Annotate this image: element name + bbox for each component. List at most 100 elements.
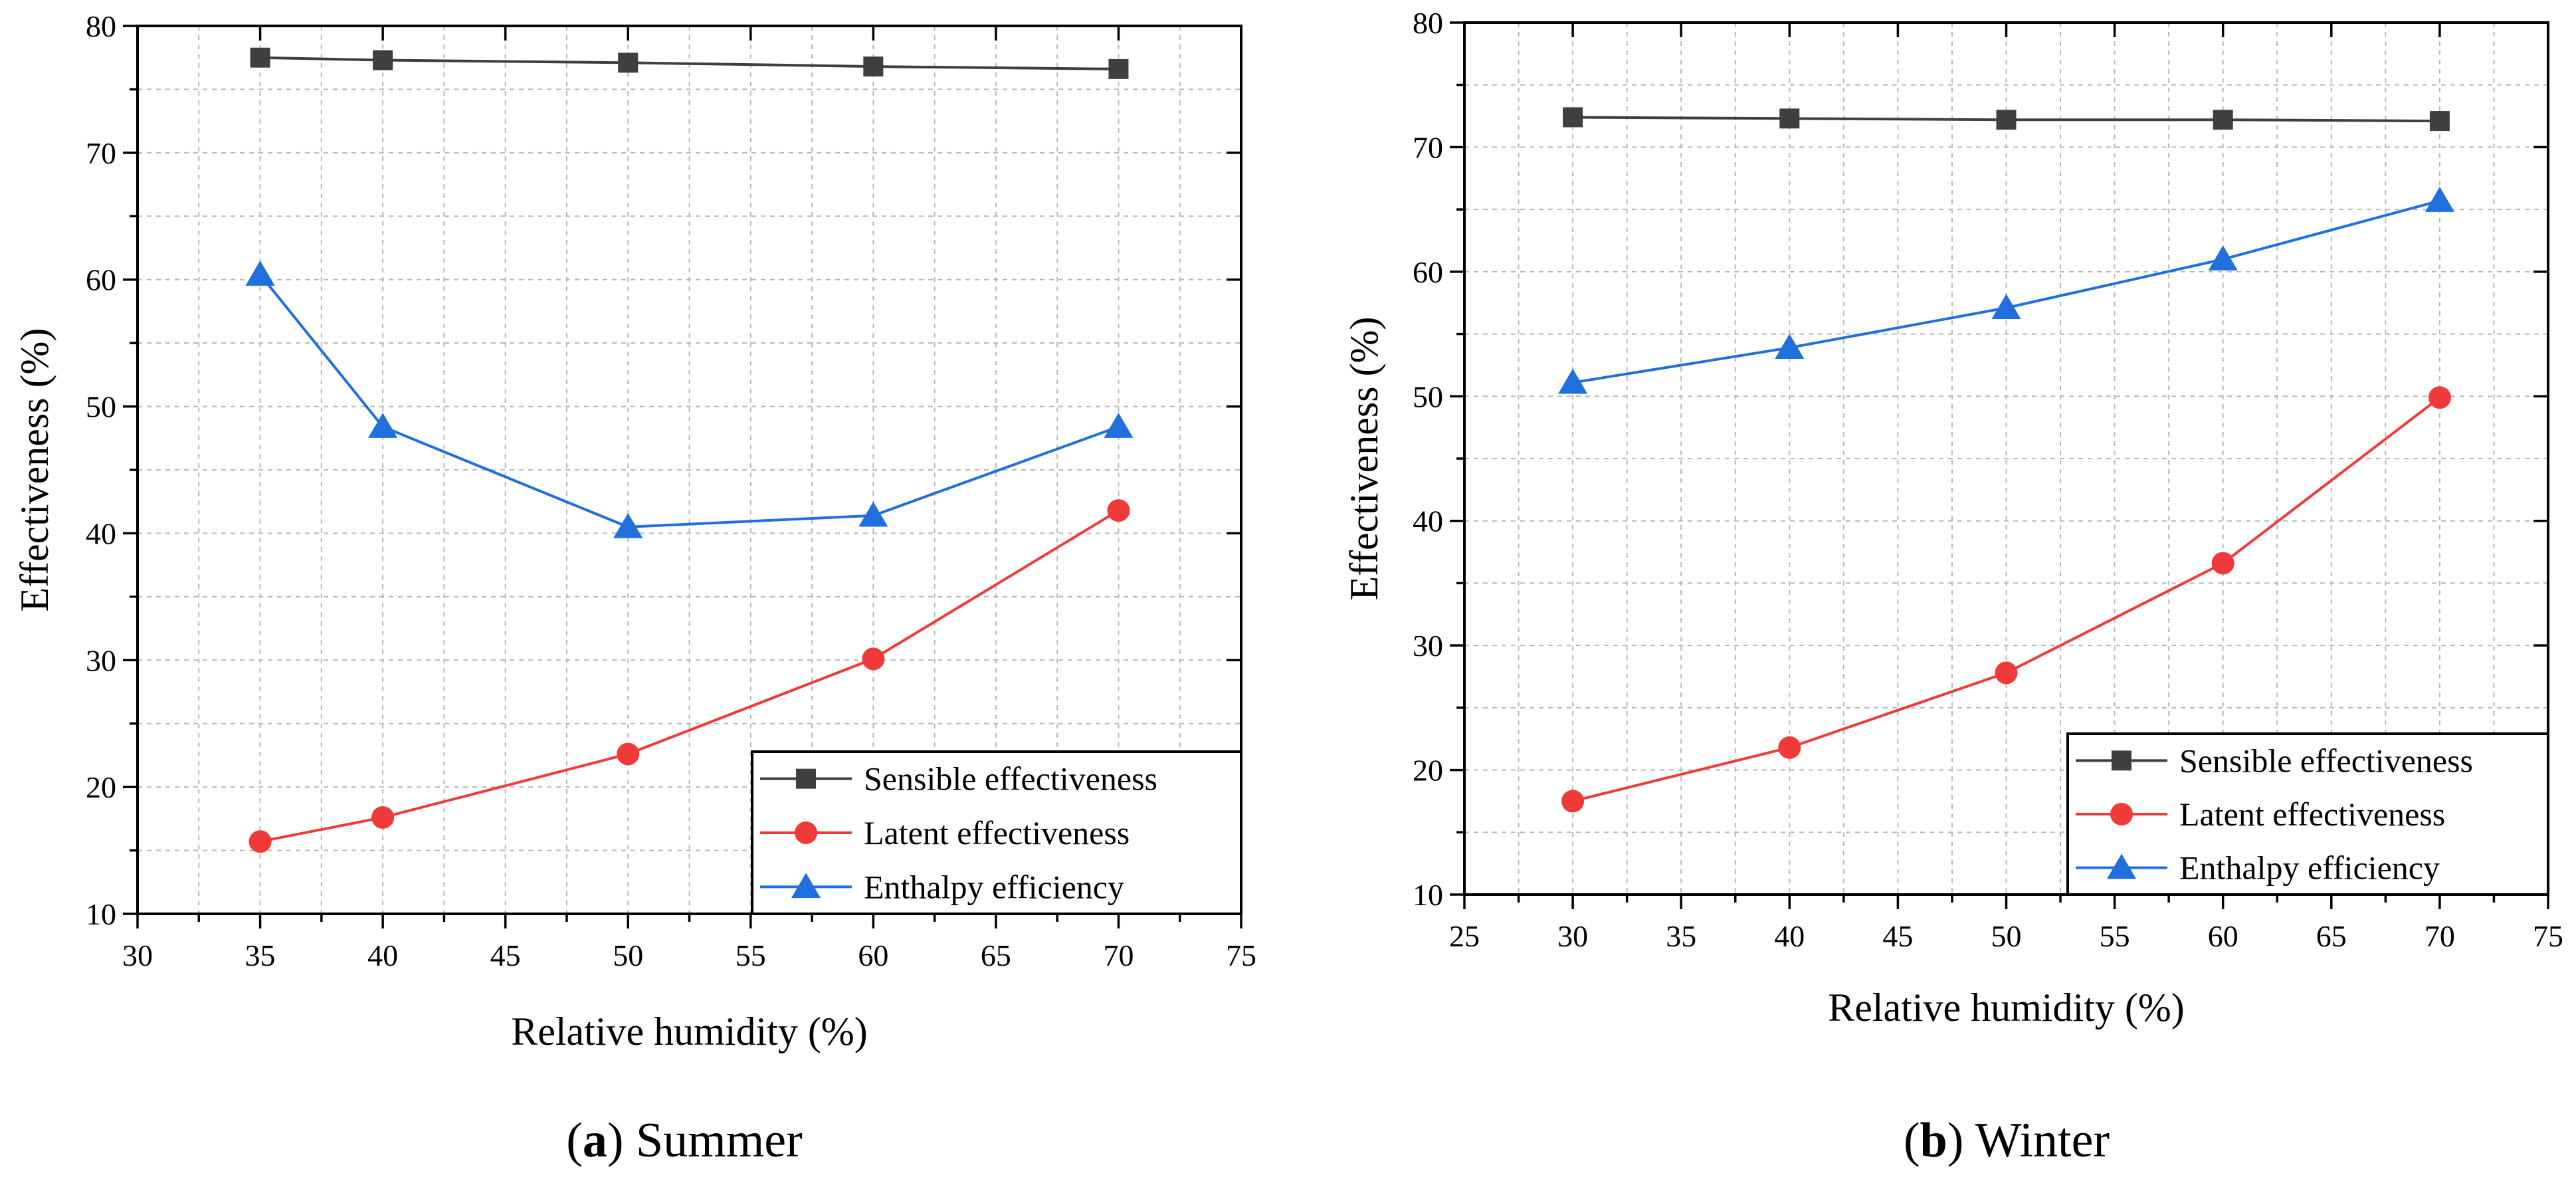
data-point [2428,386,2451,409]
x-tick-label: 35 [245,938,276,972]
x-tick-label: 65 [2316,919,2347,953]
y-tick-label: 50 [86,390,116,424]
x-tick-label: 45 [1882,919,1913,953]
y-tick-label: 60 [1413,255,1443,289]
x-tick-label: 25 [1449,919,1480,953]
x-tick-label: 50 [1991,919,2022,953]
legend-entry: Latent effectiveness [2179,796,2445,833]
y-tick-label: 40 [1413,504,1443,538]
x-tick-label: 40 [1774,919,1805,953]
data-point [248,830,272,853]
data-point [1779,108,1800,129]
caption-letter: a [583,1113,607,1168]
y-tick-label: 20 [1413,754,1443,788]
caption-paren-open: ( [1904,1113,1920,1168]
data-point [613,512,643,538]
x-axis-label: Relative humidity (%) [1828,986,2185,1029]
data-point [1561,790,1585,813]
data-point [368,413,398,438]
y-tick-label: 40 [86,516,116,550]
data-point [2213,110,2233,130]
panel-summer: 30 35 40 45 50 55 60 65 70 75 10 20 30 40 50 60 70 80 Rela… [13,9,1256,1168]
caption-paren-close: ) [607,1113,636,1168]
x-tick-label: 75 [2533,919,2563,953]
legend-entry: Sensible effectiveness [864,760,1157,798]
legend-marker [2112,750,2131,771]
y-tick-label: 60 [86,263,116,297]
data-point [618,53,639,73]
y-axis: 10 20 30 40 50 60 70 80 [86,9,1241,931]
series-sensible-effectiveness [250,47,1129,79]
x-tick-label: 35 [1666,919,1696,953]
legend-marker [2106,853,2137,879]
y-tick-label: 20 [86,770,116,804]
data-point [2211,552,2234,575]
y-axis-label: Effectiveness (%) [13,328,56,611]
x-tick-label: 70 [2425,919,2455,953]
data-point [858,501,888,527]
x-axis: 30 35 40 45 50 55 60 65 70 75 [122,26,1256,972]
series-latent-effectiveness [1561,386,2451,813]
legend-marker [795,821,817,844]
y-axis: 10 20 30 40 50 60 70 80 [1413,6,2548,912]
panel-winter: 25 30 35 40 45 50 55 60 65 70 75 10 20 30 40 50 60 70 80 Re… [1342,6,2563,1168]
x-tick-label: 75 [1226,938,1256,972]
data-point [863,56,884,77]
data-point [250,47,270,68]
legend-entry: Latent effectiveness [864,814,1130,851]
legend: Sensible effectiveness Latent effectivene… [751,750,1242,915]
data-point [617,742,640,766]
x-tick-label: 55 [2100,919,2130,953]
data-point [1996,110,2017,130]
caption-paren-close: ) [1947,1113,1975,1168]
data-point [371,806,395,829]
y-tick-label: 70 [86,136,116,170]
x-tick-label: 45 [490,938,521,972]
series-latent-effectiveness [248,499,1130,853]
series-enthalpy-efficiency [245,261,1134,538]
data-point [1558,368,1588,394]
x-tick-label: 40 [367,938,398,972]
x-tick-label: 50 [613,938,643,972]
series-sensible-effectiveness [1563,107,2450,132]
data-point [2429,111,2450,132]
data-point [1108,58,1129,79]
grid [138,26,1241,914]
x-tick-label: 30 [122,938,153,972]
y-tick-label: 80 [1413,6,1443,40]
legend-marker [791,873,821,899]
x-tick-label: 30 [1557,919,1588,953]
caption-text: Summer [636,1113,803,1168]
y-tick-label: 70 [1413,130,1443,164]
legend-entry: Enthalpy efficiency [864,868,1124,905]
caption-text: Winter [1975,1113,2110,1168]
panel-caption: (b) Winter [1904,1113,2110,1168]
data-point [1107,499,1130,522]
data-point [1563,107,1583,128]
data-point [373,50,393,70]
y-axis-label: Effectiveness (%) [1342,316,1386,600]
data-point [1104,413,1134,438]
x-tick-label: 55 [736,938,766,972]
legend: Sensible effectiveness Latent effectivene… [2066,732,2549,896]
data-point [1995,661,2018,685]
panel-caption: (a) Summer [566,1113,803,1168]
data-point [862,647,885,671]
data-point [245,261,275,286]
x-tick-label: 65 [981,938,1011,972]
data-point [2425,187,2454,212]
legend-entry: Enthalpy efficiency [2179,849,2440,887]
y-tick-label: 30 [86,643,116,677]
data-point [2208,245,2238,270]
caption-letter: b [1920,1113,1947,1168]
x-tick-label: 60 [858,938,888,972]
data-point [1775,334,1805,359]
x-axis: 25 30 35 40 45 50 55 60 65 70 75 [1449,23,2563,953]
x-tick-label: 70 [1103,938,1134,972]
x-tick-label: 60 [2208,919,2238,953]
y-tick-label: 50 [1413,379,1443,413]
data-point [1778,736,1801,759]
series-enthalpy-efficiency [1558,187,2454,394]
caption-paren-open: ( [566,1113,583,1168]
